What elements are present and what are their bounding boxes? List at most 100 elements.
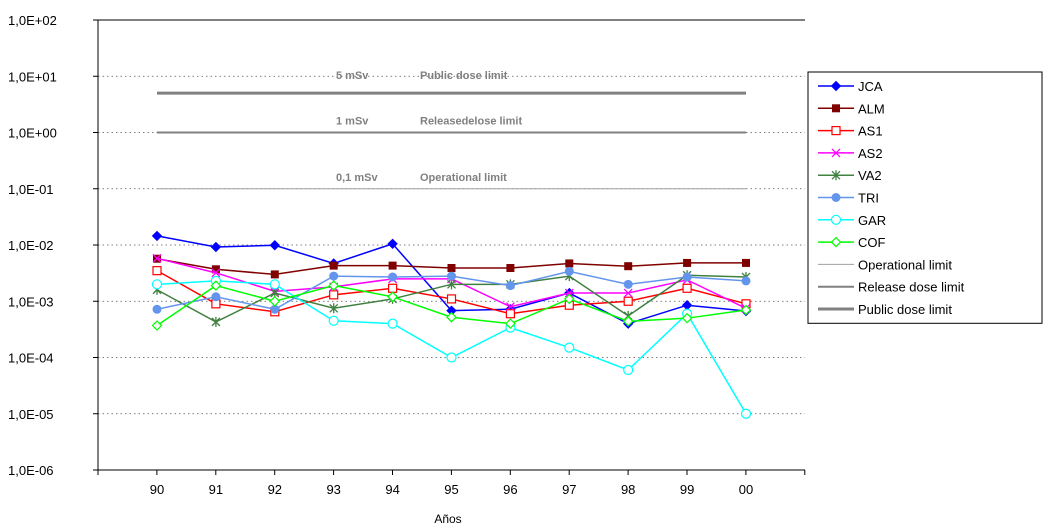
data-point (152, 304, 162, 314)
legend-item-va2: VA2 (818, 168, 882, 183)
data-point (270, 304, 280, 314)
data-point (742, 258, 750, 267)
data-point (831, 148, 841, 158)
data-point (388, 261, 397, 270)
y-tick-label: 1,0E-04 (8, 351, 54, 366)
legend-item-as2: AS2 (818, 146, 883, 161)
data-point (623, 296, 633, 306)
data-point (329, 303, 339, 314)
y-tick-label: 1,0E-03 (8, 294, 54, 309)
data-point (505, 302, 515, 312)
legend-label: VA2 (858, 168, 882, 183)
data-point (328, 315, 339, 326)
data-point (564, 342, 575, 353)
data-point (831, 170, 841, 181)
legend: JCA ALM AS1 AS2 VA2 TRI GAR COF Operational limi… (807, 71, 1043, 324)
data-point (210, 241, 222, 253)
legend-label: GAR (858, 213, 886, 228)
data-point (565, 259, 574, 268)
legend-item-reference: Public dose limit (818, 302, 952, 317)
x-tick-label: 97 (562, 482, 576, 497)
y-tick-label: 1,0E-01 (8, 182, 54, 197)
legend-item-jca: JCA (818, 79, 883, 94)
x-axis-title: Años (434, 512, 461, 526)
legend-item-as1: AS1 (818, 124, 883, 139)
reference-value-label: 0,1 mSv (336, 172, 378, 184)
series-layer (151, 230, 752, 419)
x-tick-label: 95 (444, 482, 458, 497)
legend-item-tri: TRI (818, 191, 879, 206)
data-point (151, 320, 163, 331)
series-gar (151, 275, 752, 419)
data-point (269, 279, 280, 290)
x-tick-label: 91 (209, 482, 223, 497)
reference-name-label: Operational limit (420, 172, 507, 184)
data-point (446, 311, 457, 323)
data-point (269, 240, 281, 251)
legend-label: Operational limit (858, 257, 952, 272)
data-point (682, 283, 692, 293)
data-point (740, 304, 752, 316)
data-point (505, 318, 516, 329)
data-point (210, 280, 222, 291)
series-as1 (152, 266, 751, 319)
legend-label: JCA (858, 79, 883, 94)
data-point (832, 104, 840, 113)
data-point (151, 230, 163, 242)
data-point (623, 364, 634, 376)
data-point (447, 264, 456, 273)
data-point (505, 281, 515, 291)
y-tick-label: 1,0E+00 (8, 126, 57, 141)
legend-label: ALM (858, 101, 885, 116)
legend-label: Release dose limit (858, 280, 965, 295)
data-point (388, 272, 398, 282)
data-point (622, 315, 634, 327)
y-tick-label: 1,0E-02 (8, 238, 54, 253)
data-point (447, 271, 456, 281)
data-point (681, 300, 693, 311)
legend-item-reference: Operational limit (818, 257, 952, 272)
y-tick-label: 1,0E-05 (8, 407, 54, 422)
reference-name-label: Releasedelose limit (420, 116, 522, 128)
data-point (741, 276, 751, 286)
legend-label: TRI (858, 191, 879, 206)
data-point (446, 294, 457, 304)
data-point (387, 291, 398, 303)
data-point (269, 295, 281, 307)
legend-item-cof: COF (818, 235, 886, 250)
data-point (211, 265, 220, 274)
reference-value-label: 1 mSv (336, 116, 369, 128)
legend-item-gar: GAR (818, 213, 886, 228)
data-point (211, 292, 221, 302)
legend-label: AS1 (858, 124, 883, 139)
y-tick-label: 1,0E+01 (8, 69, 57, 84)
legend-item-reference: Release dose limit (818, 280, 965, 295)
y-tick-label: 1,0E-06 (8, 463, 54, 478)
data-point (830, 214, 842, 225)
reference-value-label: 5 mSv (336, 70, 369, 82)
data-point (447, 279, 456, 290)
x-tick-label: 90 (150, 482, 164, 497)
legend-item-alm: ALM (818, 101, 885, 116)
data-point (151, 279, 163, 290)
series-cof (151, 280, 752, 331)
data-point (211, 268, 221, 278)
data-point (563, 293, 575, 305)
data-point (387, 238, 398, 250)
reference-lines: 5 mSv Public dose limit 1 mSv Releasedelose… (157, 70, 746, 190)
data-point (831, 125, 841, 136)
legend-label: AS2 (858, 146, 883, 161)
data-point (505, 309, 515, 319)
x-tick-label: 96 (503, 482, 517, 497)
x-tick-label: 92 (268, 482, 282, 497)
data-point (329, 290, 339, 300)
data-point (270, 270, 279, 279)
data-point (152, 266, 162, 276)
data-point (329, 261, 338, 270)
reference-name-label: Public dose limit (420, 70, 508, 82)
data-point (564, 266, 574, 276)
data-point (446, 352, 457, 363)
x-tick-label: 98 (621, 482, 635, 497)
x-tick-label: 99 (680, 482, 694, 497)
